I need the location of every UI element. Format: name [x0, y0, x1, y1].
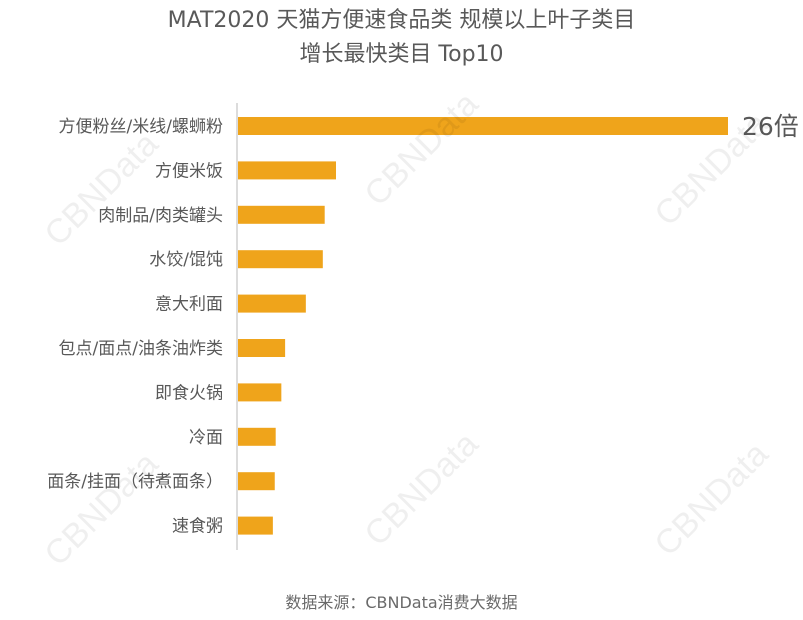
bar — [238, 294, 306, 313]
category-label: 面条/挂面（待煮面条） — [47, 472, 223, 492]
category-label: 即食火锅 — [155, 383, 223, 403]
category-label: 意大利面 — [155, 295, 223, 315]
category-label: 水饺/馄饨 — [149, 250, 223, 270]
bar — [238, 383, 282, 402]
category-label: 肉制品/肉类罐头 — [98, 206, 223, 226]
category-label: 方便米饭 — [155, 161, 223, 181]
bar — [238, 205, 325, 224]
chart-title-line1: MAT2020 天猫方便速食品类 规模以上叶子类目 — [167, 8, 636, 33]
source-note: 数据来源：CBNData消费大数据 — [285, 593, 518, 612]
bar — [238, 516, 273, 535]
category-label: 速食粥 — [172, 517, 223, 537]
bar — [238, 427, 276, 446]
category-label: 包点/面点/油条油炸类 — [59, 339, 223, 359]
category-label: 方便粉丝/米线/螺蛳粉 — [59, 117, 223, 137]
data-label: 26倍 — [742, 112, 799, 141]
bar — [238, 117, 728, 135]
category-label: 冷面 — [189, 428, 223, 448]
chart-title: MAT2020 天猫方便速食品类 规模以上叶子类目 增长最快类目 Top10 — [0, 4, 803, 72]
chart-title-line2: 增长最快类目 Top10 — [299, 42, 504, 67]
bar — [238, 472, 275, 491]
bar — [238, 161, 336, 180]
bar — [238, 250, 323, 269]
bar — [238, 339, 286, 357]
